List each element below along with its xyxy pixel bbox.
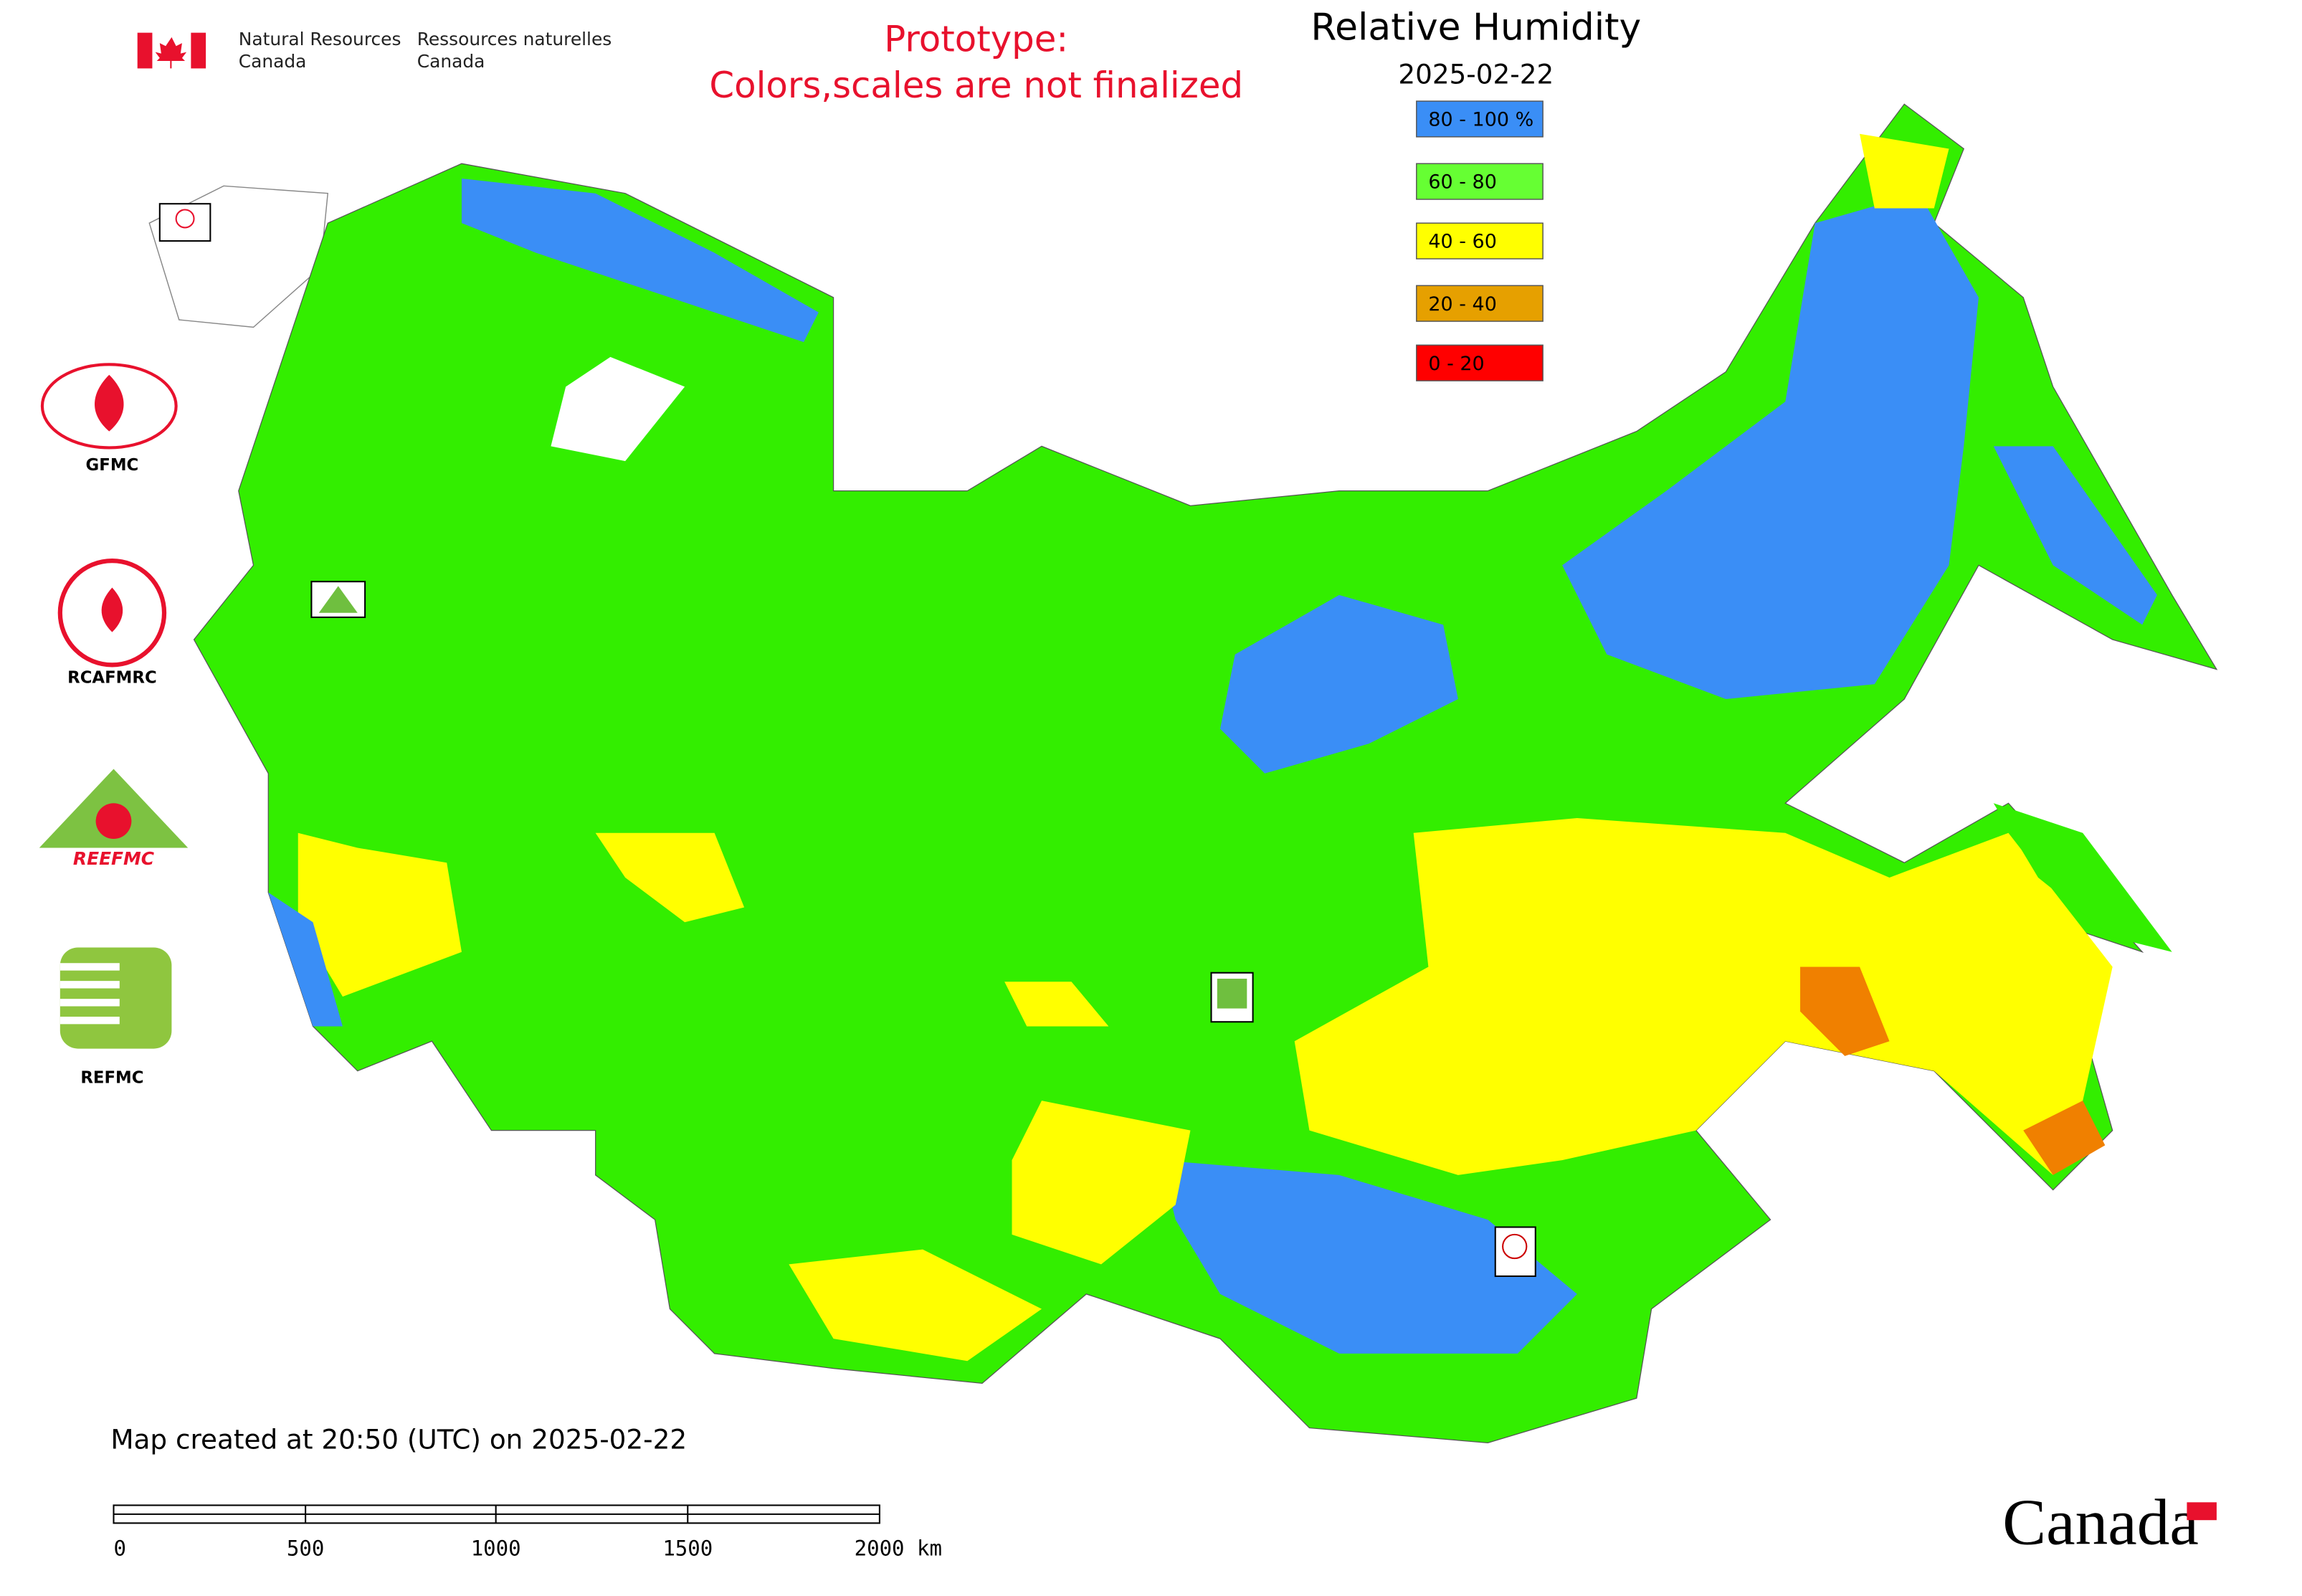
legend-swatch (1416, 163, 1544, 200)
agency-en: Canada (239, 51, 307, 72)
scale-bar (113, 1504, 880, 1524)
created-note: Map created at 20:50 (UTC) on 2025-02-22 (110, 1424, 687, 1455)
map-markers (158, 203, 1536, 1278)
agency-signature: Natural Resources Canada Ressources natu… (137, 29, 612, 72)
scale-labels: 0 500 1000 1500 2000 km (113, 1536, 941, 1561)
agency-en: Natural Resources (239, 29, 401, 49)
legend-label: 0 - 20 (1428, 353, 1484, 375)
legend-swatch (1416, 344, 1544, 381)
partner-logos (39, 363, 189, 1049)
agency-fr: Canada (417, 51, 485, 72)
map-title: Relative Humidity (1311, 6, 1641, 49)
agency-fr: Ressources naturelles (417, 29, 612, 49)
legend: 80 - 100 % 60 - 80 40 - 60 20 - 40 0 - 20 (1416, 100, 1544, 381)
legend-swatch (1416, 285, 1544, 322)
scale-label: 0 (113, 1536, 125, 1561)
logo-label: REEFMC (73, 848, 155, 869)
legend-label: 40 - 60 (1428, 231, 1496, 253)
map (148, 103, 2218, 1443)
logo-label: RCAFMRC (67, 668, 157, 687)
scale-label: 500 (287, 1536, 324, 1561)
scale-label: 2000 km (855, 1536, 942, 1561)
legend-label: 80 - 100 % (1428, 109, 1533, 131)
notice: Prototype: (884, 19, 1068, 60)
legend-label: 20 - 40 (1428, 293, 1496, 315)
scale-label: 1500 (662, 1536, 713, 1561)
notice: Colors,scales are not finalized (709, 65, 1243, 106)
logo-label: GFMC (86, 456, 139, 475)
logo-label: REFMC (80, 1069, 143, 1088)
legend-swatch (1416, 222, 1544, 260)
wordmark: Canada (2002, 1486, 2199, 1559)
map-date: 2025-02-22 (1398, 58, 1554, 90)
scale-label: 1000 (471, 1536, 521, 1561)
legend-label: 60 - 80 (1428, 171, 1496, 194)
legend-swatch (1416, 100, 1544, 138)
